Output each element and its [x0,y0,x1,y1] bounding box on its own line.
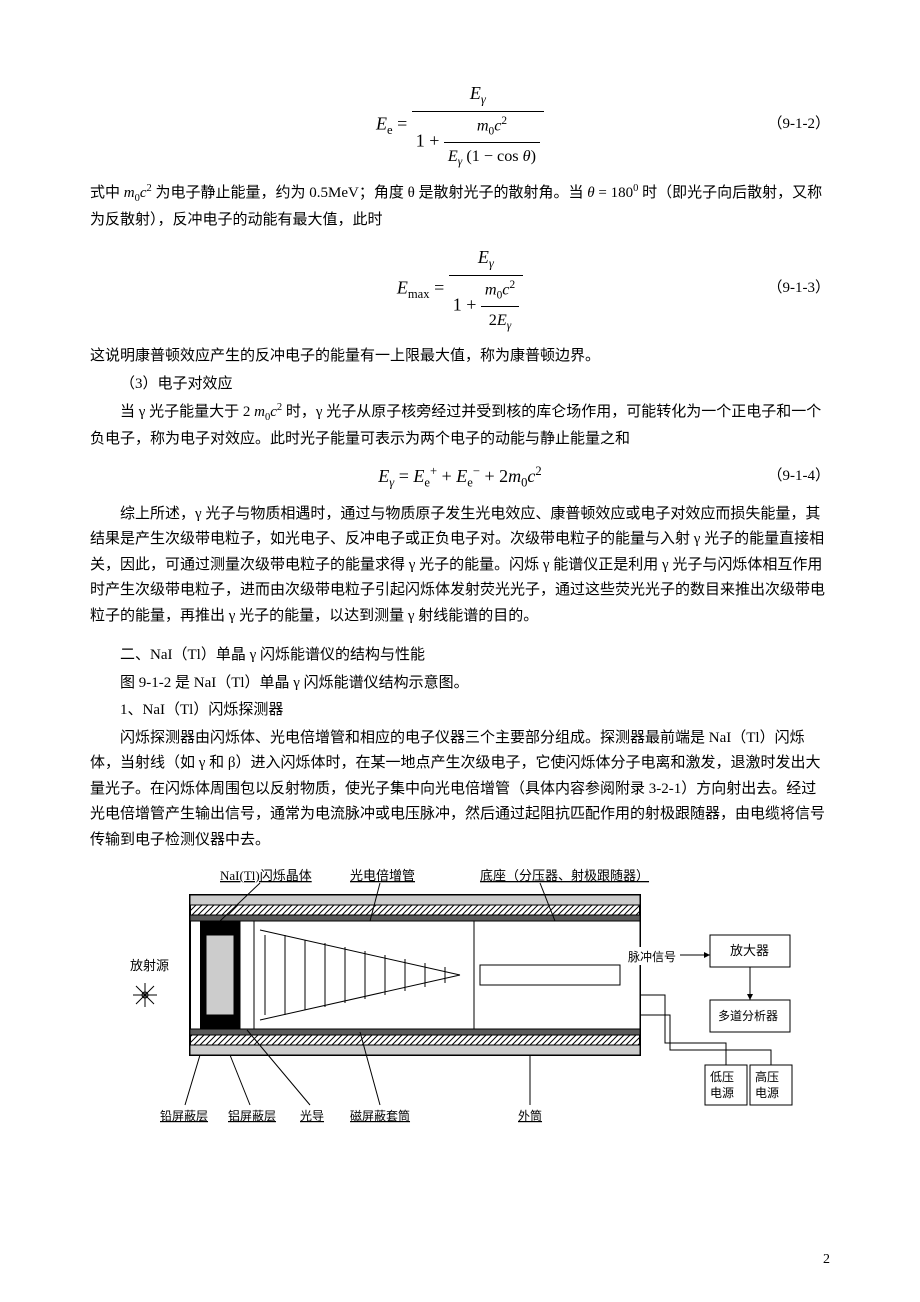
equation-9-1-3: Emax = Eγ 1 + m0c22Eγ （9-1-3） [90,242,830,336]
pmt-box [254,921,474,1029]
figure-9-1-2: 放射源 NaI(Tl)闪烁晶体 光电倍增管 底座（分压器、射极跟随器） 脉冲信号… [90,865,830,1145]
para-summary: 综上所述，γ 光子与物质相遇时，通过与物质原子发生光电效应、康普顿效应或电子对效… [90,502,830,630]
eq-num-1: （9-1-2） [768,112,831,138]
eq-num-2: （9-1-3） [768,276,831,302]
lv-label-l1: 低压 [710,1070,734,1084]
hv-label-l1: 高压 [755,1069,779,1084]
p1b: 为电子静止能量，约为 0.5MeV；角度 θ 是散射光子的散射角。当 [156,185,584,201]
para-pair-body: 当 γ 光子能量大于 2 m0c2 时，γ 光子从原子核旁经过并受到核的库仑场作… [90,399,830,452]
equation-9-1-2: Ee = Eγ 1 + m0c2Eγ (1 − cos θ) （9-1-2） [90,78,830,172]
pb-label: 铅屏蔽层 [160,1109,208,1123]
source-icon [133,983,157,1007]
al-label: 铝屏蔽层 [228,1108,276,1123]
page-number: 2 [823,1248,830,1272]
pulse-label: 脉冲信号 [628,949,676,964]
lv-label-l2: 电源 [710,1086,734,1100]
para-pair-heading: （3）电子对效应 [90,372,830,398]
source-label: 放射源 [130,958,169,973]
para-detector-heading: 1、NaI（Tl）闪烁探测器 [90,698,830,724]
amplifier-label: 放大器 [730,943,769,958]
tube-label: 外筒 [518,1108,542,1123]
section-heading-2: 二、NaI（Tl）单晶 γ 闪烁能谱仪的结构与性能 [90,643,830,669]
mag-label: 磁屏蔽套筒 [350,1108,410,1123]
mca-label: 多道分析器 [718,1009,778,1023]
pmt-label: 光电倍增管 [350,868,415,883]
para-compton-edge: 这说明康普顿效应产生的反冲电子的能量有一上限最大值，称为康普顿边界。 [90,344,830,370]
para-detector-body: 闪烁探测器由闪烁体、光电倍增管和相应的电子仪器三个主要部分组成。探测器最前端是 … [90,726,830,854]
crystal-label: NaI(Tl)闪烁晶体 [220,868,312,883]
p4a: 当 γ 光子能量大于 2 [120,404,250,420]
p1a: 式中 [90,185,120,201]
base-label: 底座（分压器、射极跟随器） [480,868,649,883]
para-after-eq1: 式中 m0c2 为电子静止能量，约为 0.5MeV；角度 θ 是散射光子的散射角… [90,180,830,233]
guide-label: 光导 [300,1109,324,1123]
para-fig-ref: 图 9-1-2 是 NaI（Tl）单晶 γ 闪烁能谱仪结构示意图。 [90,671,830,697]
detector-diagram: 放射源 NaI(Tl)闪烁晶体 光电倍增管 底座（分压器、射极跟随器） 脉冲信号… [110,865,810,1135]
equation-9-1-4: Eγ = Ee+ + Ee− + 2m0c2 （9-1-4） [90,461,830,494]
hv-label-l2: 电源 [755,1086,779,1100]
eq-num-3: （9-1-4） [768,464,831,490]
